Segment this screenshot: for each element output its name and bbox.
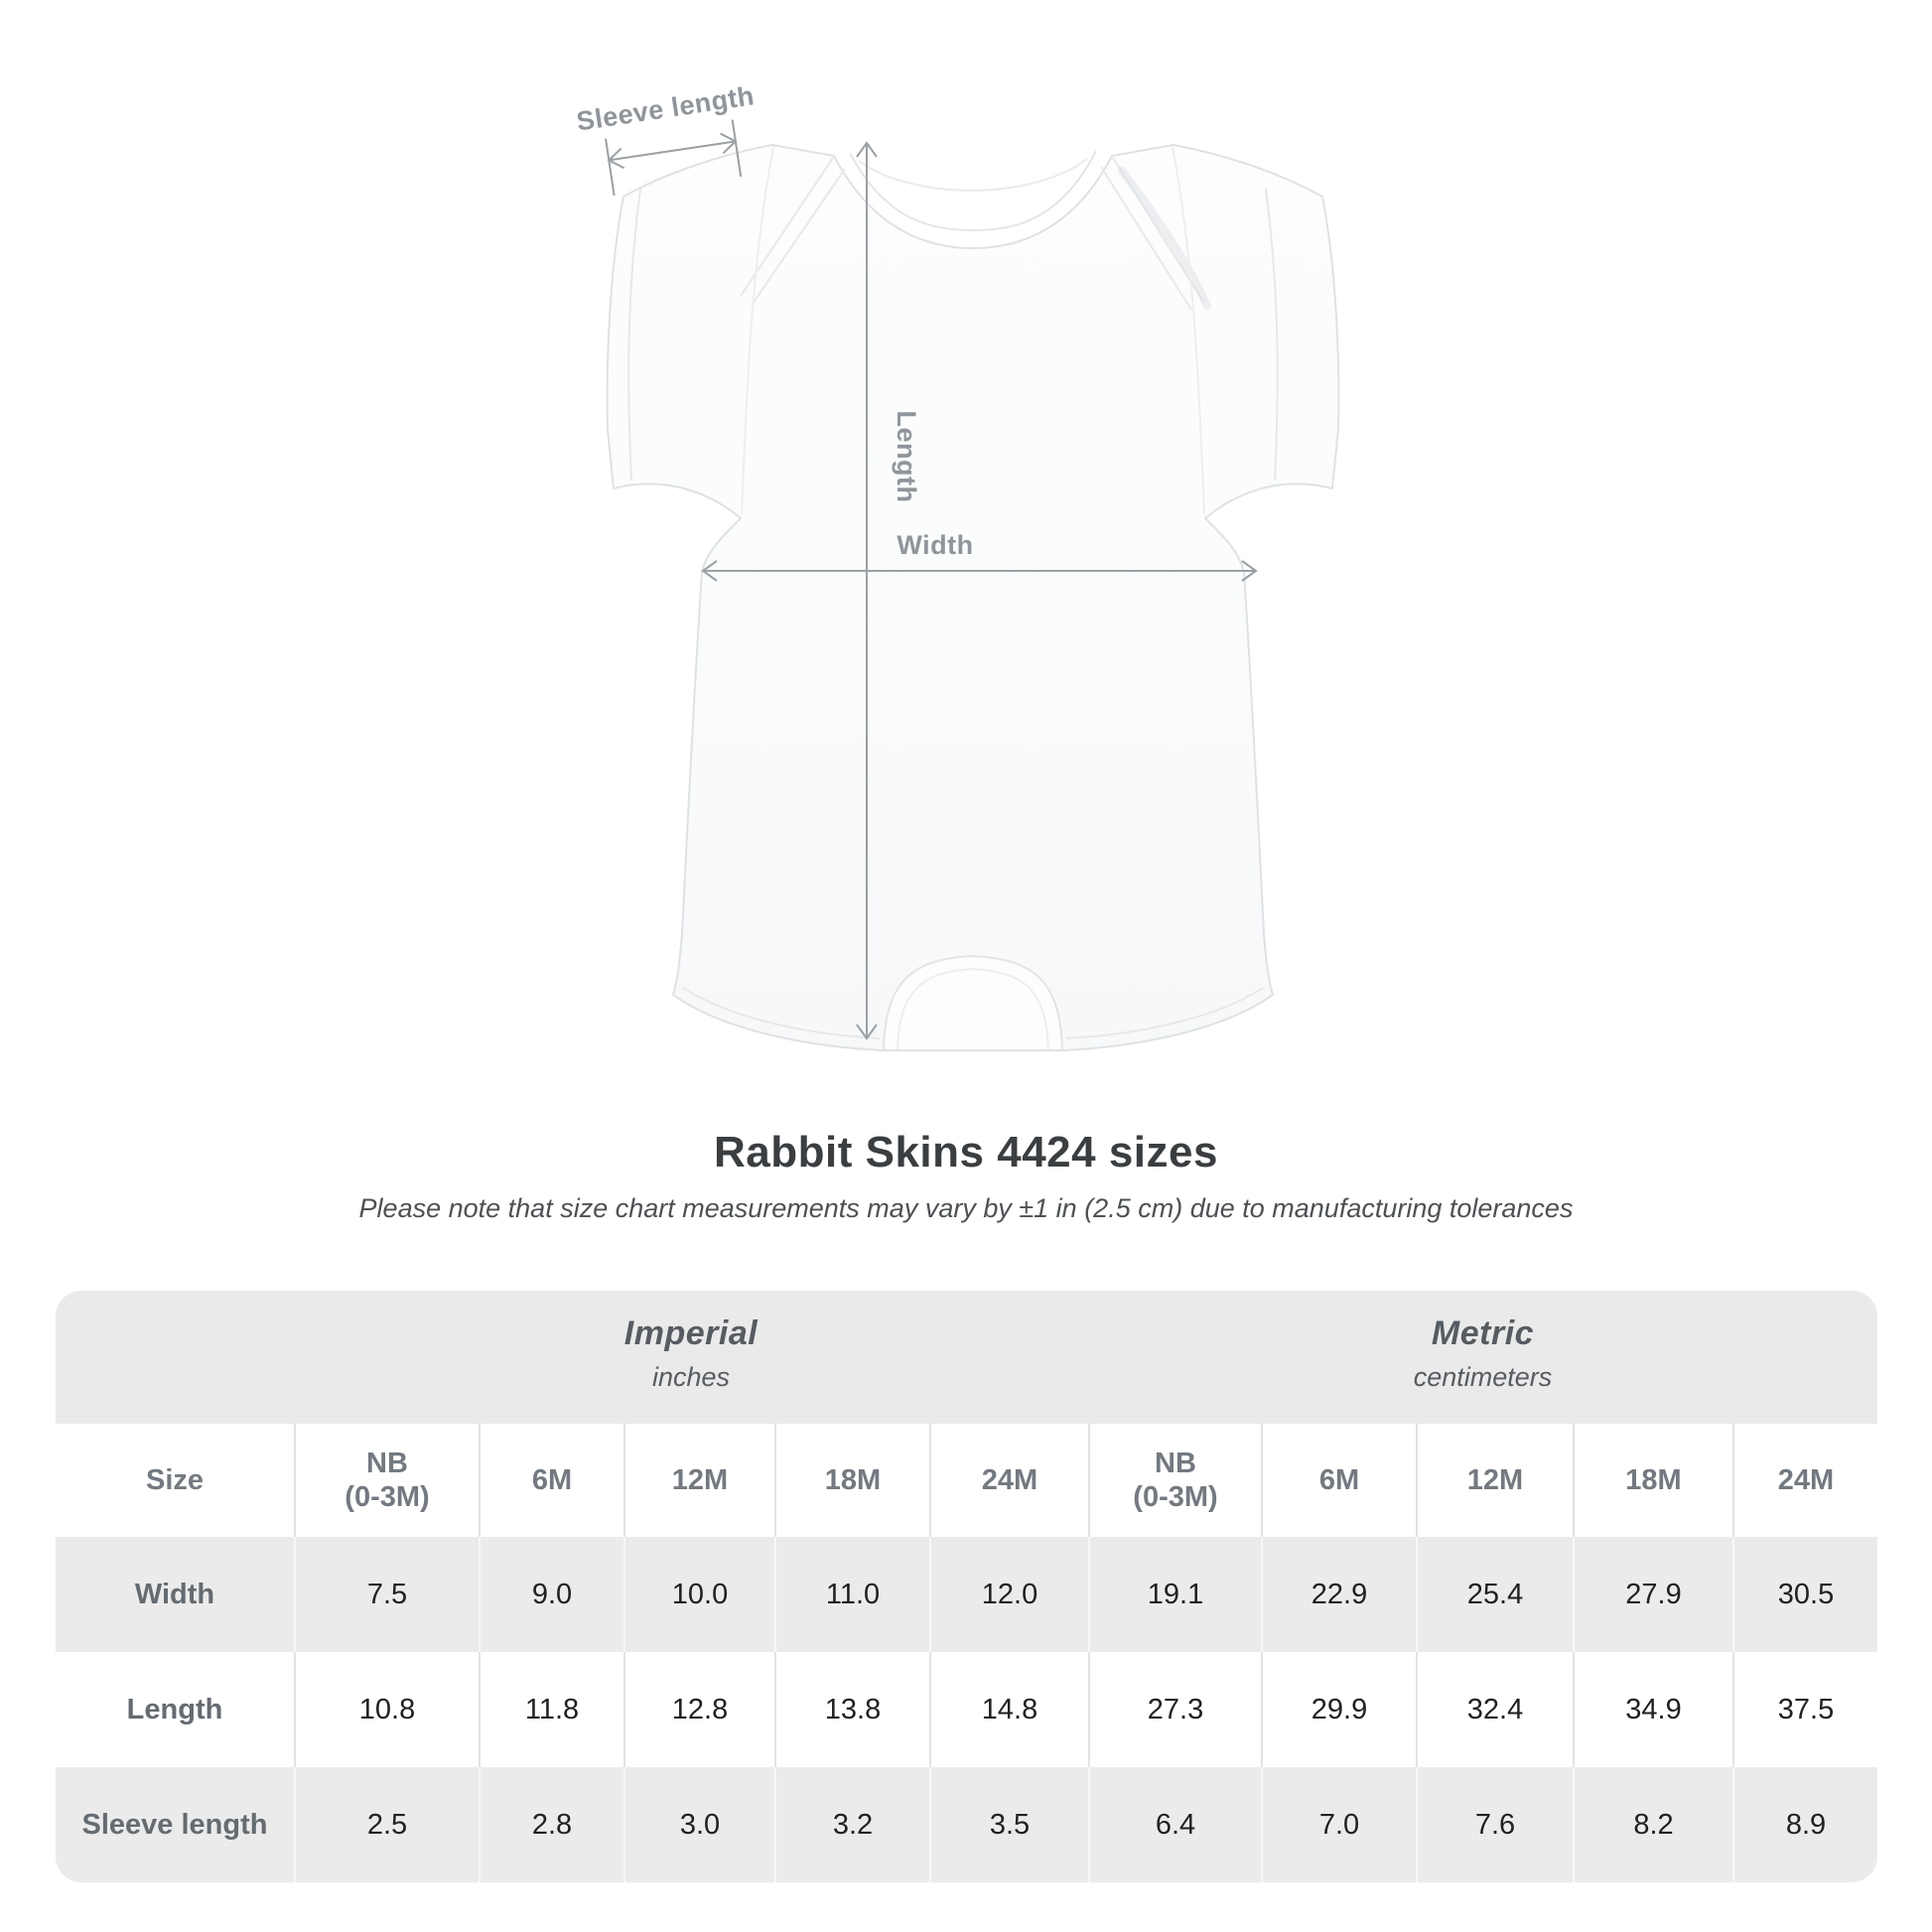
- row-label-length: Length: [126, 1693, 223, 1725]
- page-subtitle: Please note that size chart measurements…: [358, 1193, 1574, 1223]
- value-cell: 27.9: [1573, 1537, 1732, 1652]
- size-column-header: Size: [145, 1463, 205, 1496]
- value-cell: 19.1: [1088, 1537, 1261, 1652]
- column-header-12m-metric: 12M: [1416, 1424, 1573, 1537]
- value-cell: 10.0: [623, 1537, 774, 1652]
- width-label: Width: [897, 530, 973, 560]
- value-cell: 2.8: [479, 1767, 623, 1882]
- bodysuit-illustration: Length Width Sleeve length: [575, 80, 1340, 1051]
- column-header-24m-metric: 24M: [1732, 1424, 1877, 1537]
- value-cell: 11.0: [774, 1537, 929, 1652]
- value-cell: 3.2: [774, 1767, 929, 1882]
- value-cell: 12.0: [929, 1537, 1088, 1652]
- value-cell: 7.5: [294, 1537, 479, 1652]
- right-lap-shadow: [1118, 167, 1211, 310]
- value-cell: 8.2: [1573, 1767, 1732, 1882]
- value-cell: 32.4: [1416, 1652, 1573, 1767]
- neckband-seam: [849, 150, 1097, 232]
- table-row-sleeve-length: Sleeve length 2.5 2.8 3.0 3.2 3.5 6.4 7.…: [56, 1767, 1877, 1882]
- garment-measurement-diagram: Length Width Sleeve length: [556, 60, 1350, 1062]
- column-header-18m-metric: 18M: [1573, 1424, 1732, 1537]
- sleeve-length-label: Sleeve length: [575, 80, 757, 136]
- column-header-24m-imperial: 24M: [929, 1424, 1088, 1537]
- unit-band: Imperial inches Metric centimeters: [56, 1291, 1877, 1424]
- unit-band-spacer: [56, 1291, 294, 1424]
- table-row-length: Length 10.8 11.8 12.8 13.8 14.8 27.3 29.…: [56, 1652, 1877, 1767]
- value-cell: 29.9: [1261, 1652, 1416, 1767]
- value-cell: 10.8: [294, 1652, 479, 1767]
- value-cell: 22.9: [1261, 1537, 1416, 1652]
- value-cell: 13.8: [774, 1652, 929, 1767]
- size-table: Imperial inches Metric centimeters Size …: [56, 1291, 1877, 1882]
- left-leg-binding: [682, 987, 881, 1039]
- column-header-6m-metric: 6M: [1261, 1424, 1416, 1537]
- value-cell: 14.8: [929, 1652, 1088, 1767]
- value-cell: 8.9: [1732, 1767, 1877, 1882]
- metric-group-header: Metric centimeters: [1088, 1291, 1877, 1424]
- right-cuff-hem: [1265, 188, 1279, 482]
- value-cell: 34.9: [1573, 1652, 1732, 1767]
- column-header-6m-imperial: 6M: [479, 1424, 623, 1537]
- value-cell: 25.4: [1416, 1537, 1573, 1652]
- length-label: Length: [892, 411, 921, 503]
- table-row-width: Width 7.5 9.0 10.0 11.0 12.0 19.1 22.9 2…: [56, 1537, 1877, 1652]
- row-label-sleeve-length: Sleeve length: [81, 1808, 268, 1841]
- value-cell: 3.5: [929, 1767, 1088, 1882]
- width-dimension-line: [701, 560, 1258, 582]
- right-leg-binding: [1065, 987, 1264, 1039]
- value-cell: 7.6: [1416, 1767, 1573, 1882]
- value-cell: 9.0: [479, 1537, 623, 1652]
- value-cell: 2.5: [294, 1767, 479, 1882]
- value-cell: 37.5: [1732, 1652, 1877, 1767]
- bodysuit-outline: [606, 144, 1340, 1051]
- column-header-nb-metric: NB (0-3M): [1088, 1424, 1261, 1537]
- page-title: Rabbit Skins 4424 sizes: [714, 1128, 1218, 1176]
- right-armhole-seam: [1172, 146, 1205, 515]
- value-cell: 12.8: [623, 1652, 774, 1767]
- value-cell: 27.3: [1088, 1652, 1261, 1767]
- value-cell: 6.4: [1088, 1767, 1261, 1882]
- row-label-width: Width: [134, 1578, 215, 1610]
- metric-unit-label: centimeters: [1413, 1362, 1553, 1392]
- table-header-row: Size NB (0-3M) 6M 12M 18M 24M NB (0-3M) 6M…: [56, 1424, 1877, 1537]
- imperial-unit-label: inches: [651, 1362, 731, 1392]
- value-cell: 11.8: [479, 1652, 623, 1767]
- imperial-group-header: Imperial inches: [294, 1291, 1088, 1424]
- left-cuff-hem: [627, 188, 641, 482]
- value-cell: 3.0: [623, 1767, 774, 1882]
- metric-label: Metric: [1431, 1314, 1535, 1352]
- left-armhole-seam: [741, 146, 774, 515]
- imperial-label: Imperial: [623, 1314, 759, 1352]
- crotch-flap-binding: [897, 967, 1049, 1050]
- back-neck-seam: [858, 158, 1088, 192]
- column-header-18m-imperial: 18M: [774, 1424, 929, 1537]
- column-header-12m-imperial: 12M: [623, 1424, 774, 1537]
- value-cell: 7.0: [1261, 1767, 1416, 1882]
- length-dimension-line: [856, 141, 878, 1040]
- column-header-nb-imperial: NB (0-3M): [294, 1424, 479, 1537]
- value-cell: 30.5: [1732, 1537, 1877, 1652]
